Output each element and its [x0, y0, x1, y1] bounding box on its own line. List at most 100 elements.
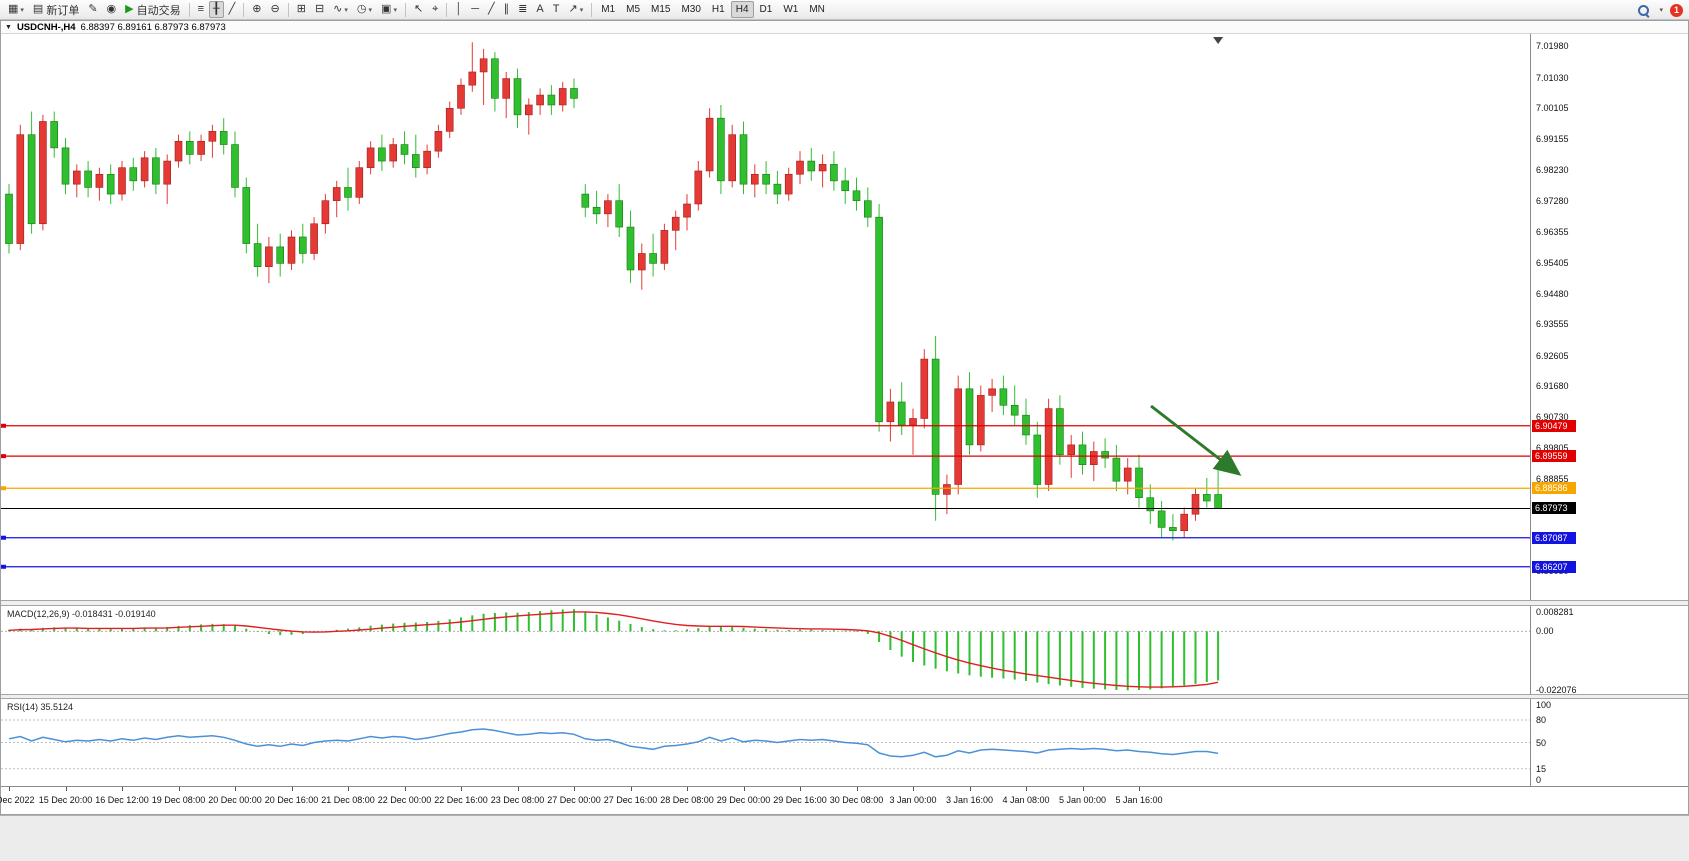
candle: [468, 71, 477, 86]
candle: [943, 484, 951, 495]
tf-h4-button[interactable]: H4: [730, 1, 754, 18]
time-tick: [122, 787, 123, 791]
tf-m15-button[interactable]: M15: [646, 1, 675, 18]
chevron-down-icon[interactable]: ▾: [579, 6, 584, 14]
price-axis-label: 7.00105: [1536, 103, 1569, 114]
panel-separator[interactable]: [1, 694, 1688, 699]
notification-badge[interactable]: 1: [1670, 3, 1683, 17]
vertical-line-button[interactable]: │: [451, 1, 466, 18]
tf-h4-button-label: H4: [735, 4, 749, 15]
arrange-windows-button[interactable]: ⊟: [311, 1, 328, 18]
candle: [1067, 444, 1075, 456]
level-handle[interactable]: [1, 423, 6, 428]
chart-canvas[interactable]: [1, 34, 1530, 600]
tf-m1-button[interactable]: M1: [596, 1, 620, 18]
templates-icon: ▣: [381, 3, 392, 15]
tf-m5-button[interactable]: M5: [621, 1, 645, 18]
toolbar-separator: [446, 2, 448, 17]
new-order-button[interactable]: ▤ 新订单: [29, 1, 83, 18]
chart-window-titlebar[interactable]: ▼ USDCNH-,H4 6.88397 6.89161 6.87973 6.8…: [1, 21, 1688, 34]
trendline-button[interactable]: ╱: [484, 1, 499, 18]
trend-arrow[interactable]: [1150, 404, 1242, 476]
zoom-out-button[interactable]: ⊖: [267, 1, 284, 18]
level-handle[interactable]: [1, 564, 6, 569]
tf-d1-button[interactable]: D1: [755, 1, 778, 18]
crosshair-button[interactable]: ⌖: [428, 1, 442, 18]
candle: [920, 358, 929, 419]
new-order-button-label: 新订单: [46, 4, 80, 17]
new-chart-button[interactable]: ▦ ▾: [4, 1, 28, 18]
horizontal-line-icon: ─: [471, 3, 480, 15]
tf-m30-button-label: M30: [681, 4, 701, 15]
time-tick: [800, 787, 801, 791]
time-tick: [178, 787, 180, 791]
price-axis-label: 6.95405: [1536, 258, 1569, 269]
chevron-down-icon[interactable]: ▾: [368, 6, 373, 14]
chevron-down-icon[interactable]: ▾: [20, 6, 24, 14]
time-axis-label: 22 Dec 00:00: [377, 795, 432, 805]
candle: [524, 104, 533, 116]
arrange-windows-icon: ⊟: [314, 3, 325, 15]
candle: [95, 173, 104, 188]
tile-windows-button[interactable]: ⊞: [293, 1, 310, 18]
chart-shift-marker[interactable]: [1213, 37, 1224, 44]
level-handle[interactable]: [1, 535, 6, 540]
level-handle[interactable]: [1, 486, 6, 491]
price-axis-label: 6.97280: [1536, 196, 1569, 207]
macd-canvas[interactable]: [1, 606, 1530, 694]
time-axis-label: 3 Jan 16:00: [945, 795, 994, 805]
rsi-canvas[interactable]: [1, 699, 1530, 786]
tf-mn-button[interactable]: MN: [804, 1, 830, 18]
price-axis-label: 6.89805: [1536, 443, 1569, 454]
indicators-button[interactable]: ∿ ▾: [329, 1, 352, 18]
periods-button[interactable]: ◷ ▾: [353, 1, 376, 18]
chevron-down-icon[interactable]: ▾: [393, 6, 397, 14]
cursor-button[interactable]: ↖: [410, 1, 427, 18]
time-tick: [461, 787, 462, 791]
time-axis-label: 29 Dec 16:00: [773, 795, 827, 805]
candle: [186, 140, 194, 155]
line-chart-button[interactable]: ╱: [225, 1, 240, 18]
time-axis-label: 30 Dec 08:00: [829, 795, 884, 805]
arrows-button[interactable]: ↗ ▾: [564, 1, 587, 18]
time-axis-label: 20 Dec 16:00: [264, 795, 319, 805]
level-handle[interactable]: [1, 454, 6, 459]
horizontal-line-button[interactable]: ─: [467, 1, 483, 18]
candle: [491, 58, 499, 99]
panel-separator[interactable]: [1, 600, 1688, 606]
chevron-down-icon[interactable]: ▾: [344, 6, 348, 14]
bid-price-tag: 6.87973: [1532, 502, 1576, 515]
toolbar: ▦ ▾ ▤ 新订单 ✎ ◉ ▶ 自动交易 ≡ ╂ ╱ ⊕ ⊖ ⊞ ⊟ ∿ ▾ ◷ ▾ ▣ ▾ ↖ ⌖ │ ─ ╱ ∥ ≣ A T ↗ ▾ M1 M…: [0, 0, 1689, 20]
rsi-axis-label: 15: [1536, 763, 1547, 774]
chevron-down-icon[interactable]: ▾: [1659, 7, 1663, 14]
channel-button[interactable]: ∥: [500, 1, 514, 18]
zoom-in-button[interactable]: ⊕: [248, 1, 265, 18]
tf-h1-button[interactable]: H1: [707, 1, 730, 18]
indicators-icon: ∿: [333, 3, 343, 15]
autotrading-button[interactable]: ▶ 自动交易: [121, 1, 184, 18]
candle: [411, 154, 420, 168]
text-icon: A: [536, 3, 544, 15]
bar-chart-button[interactable]: ≡: [194, 1, 208, 18]
window-collapse-icon[interactable]: ▼: [5, 23, 12, 31]
candle: [152, 157, 160, 185]
time-axis-label: 19 Dec 08:00: [151, 795, 206, 805]
price-scale[interactable]: 7.01980 7.01030 7.00105 6.99155 6.98230 6.972…: [1531, 0, 1688, 815]
zoom-out-icon: ⊖: [270, 3, 280, 15]
search-icon[interactable]: [1637, 4, 1650, 17]
price-axis-label: 7.01980: [1536, 41, 1569, 52]
candle: [344, 187, 352, 198]
metaeditor-button[interactable]: ✎: [84, 1, 101, 18]
text-button[interactable]: A: [532, 1, 547, 18]
tf-w1-button-label: W1: [783, 4, 799, 15]
tf-m30-button[interactable]: M30: [676, 1, 705, 18]
candlestick-chart-button[interactable]: ╂: [209, 1, 224, 18]
signals-button[interactable]: ◉: [103, 1, 121, 18]
candle: [1022, 414, 1030, 436]
candle: [988, 388, 996, 396]
tf-w1-button[interactable]: W1: [778, 1, 803, 18]
templates-button[interactable]: ▣ ▾: [377, 1, 401, 18]
text-label-button[interactable]: T: [549, 1, 564, 18]
fibonacci-button[interactable]: ≣: [514, 1, 531, 18]
